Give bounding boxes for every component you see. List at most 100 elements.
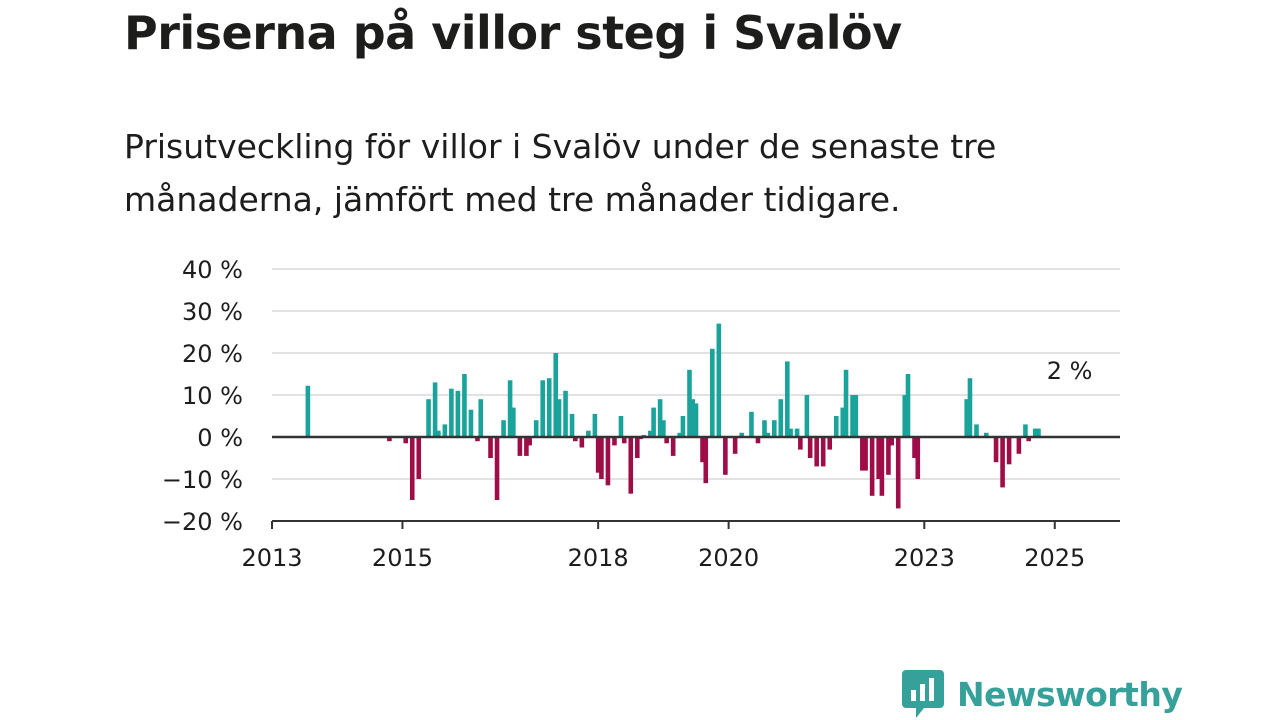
bar: [902, 395, 908, 437]
bar: [1026, 437, 1031, 442]
bar: [605, 437, 611, 486]
bars: [305, 323, 1041, 509]
bar: [524, 437, 529, 456]
bar: [690, 399, 696, 437]
bar: [993, 437, 999, 463]
bar: [462, 374, 467, 437]
tick-labels: 40 % 30 % 20 % 10 % 0 % −10 % −20 % 2013 2015 201…: [162, 256, 1093, 572]
bar: [677, 432, 682, 437]
bar: [716, 323, 722, 437]
bar: [915, 437, 921, 479]
bar: [983, 432, 989, 437]
bar: [409, 437, 415, 500]
bar: [517, 437, 523, 456]
bar: [573, 437, 578, 442]
bar: [475, 437, 480, 442]
bar: [507, 380, 513, 437]
axes: [271, 435, 1120, 529]
y-tick-label: 0 %: [197, 424, 243, 452]
bar: [387, 437, 392, 442]
bar: [556, 399, 562, 437]
bar: [710, 348, 715, 437]
y-tick-label: 30 %: [182, 298, 243, 326]
bar: [468, 409, 474, 437]
bar: [661, 420, 666, 437]
bar: [964, 399, 970, 437]
bar: [886, 437, 891, 475]
bar: [833, 416, 839, 437]
bar: [723, 437, 728, 475]
bar: [693, 403, 699, 437]
bar: [807, 437, 813, 458]
bar: [850, 395, 855, 437]
bar: [436, 430, 441, 437]
bar: [974, 424, 979, 437]
bar: [755, 437, 761, 444]
x-tick-label: 2023: [894, 544, 955, 572]
bar: [648, 430, 653, 437]
y-tick-label: 40 %: [182, 256, 243, 284]
bar: [905, 374, 911, 437]
bar: [533, 420, 539, 437]
bar: [563, 390, 568, 437]
bar: [416, 437, 422, 479]
brand-name: Newsworthy: [957, 674, 1183, 714]
bar: [501, 420, 506, 437]
bar: [586, 430, 591, 437]
bar: [553, 353, 559, 437]
bar: [798, 437, 803, 450]
bar: [1006, 437, 1012, 465]
bar: [794, 428, 800, 437]
bar: [579, 437, 585, 448]
bar: [403, 437, 409, 444]
bar: [820, 437, 826, 467]
bar: [879, 437, 885, 496]
bar: [1023, 424, 1028, 437]
bar: [827, 437, 833, 450]
bar: [478, 399, 484, 437]
bar: [595, 437, 601, 473]
bar: [634, 437, 640, 458]
bar: [788, 428, 793, 437]
bar: [449, 388, 454, 437]
x-tick-label: 2018: [568, 544, 629, 572]
bar: [488, 437, 493, 458]
bar: [494, 437, 500, 500]
bar: [814, 437, 819, 467]
bar: [1032, 428, 1038, 437]
bar: [426, 399, 431, 437]
bar: [621, 437, 627, 444]
bar: [732, 437, 738, 454]
y-tick-label: −20 %: [162, 508, 243, 536]
bar: [771, 420, 777, 437]
bar: [569, 413, 575, 437]
bar: [843, 369, 849, 437]
bar: [860, 437, 865, 471]
bar: [1000, 437, 1005, 488]
bar: [876, 437, 881, 479]
bar: [863, 437, 868, 471]
bar: [305, 385, 311, 437]
bar: [1036, 428, 1041, 437]
bar: [765, 432, 771, 437]
bar: [967, 378, 973, 437]
chart-title: Priserna på villor steg i Svalöv: [124, 6, 902, 60]
bar: [1016, 437, 1022, 454]
chart-subtitle: Prisutveckling för villor i Svalöv under…: [124, 127, 997, 219]
y-tick-label: −10 %: [162, 466, 243, 494]
bar: [895, 437, 901, 509]
bar: [840, 407, 846, 437]
bar: [618, 416, 624, 437]
x-tick-label: 2020: [698, 544, 759, 572]
bar: [889, 437, 894, 446]
bar: [739, 432, 744, 437]
bar: [670, 437, 676, 456]
bar: [540, 380, 546, 437]
bar: [657, 399, 663, 437]
bar: [651, 407, 656, 437]
gridlines: [272, 268, 1120, 480]
bar: [912, 437, 917, 458]
bar: [687, 369, 692, 437]
brand-logo: Newsworthy: [902, 670, 1183, 718]
